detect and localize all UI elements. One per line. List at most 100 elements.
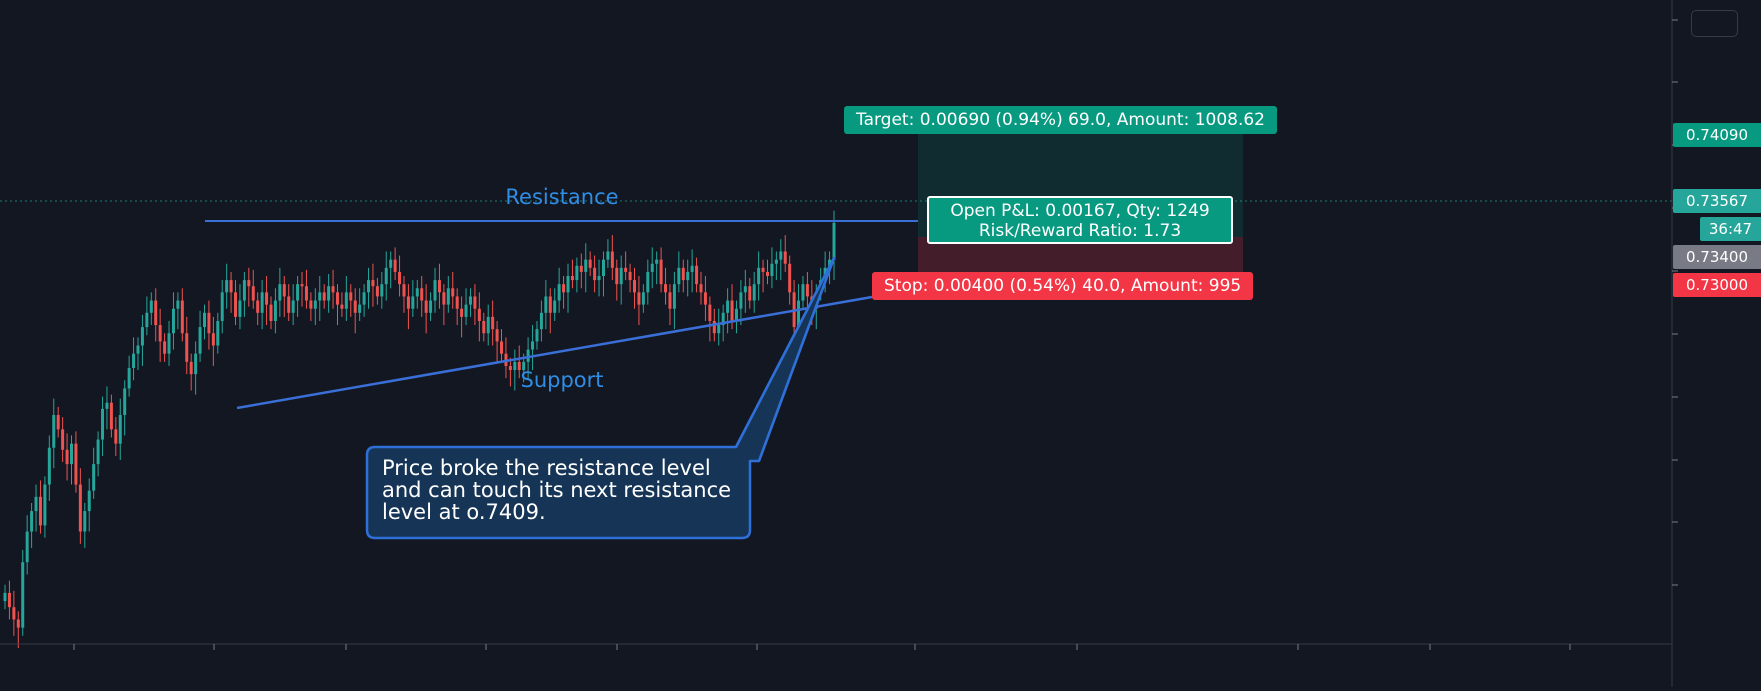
- candle-body: [16, 619, 20, 628]
- candle-body: [677, 267, 681, 285]
- candle-body: [522, 361, 526, 371]
- candle-body: [87, 490, 91, 512]
- bar-countdown-label: 36:47: [1700, 217, 1761, 241]
- entry-price-axis-label: 0.73400: [1673, 245, 1761, 269]
- target-label[interactable]: Target: 0.00690 (0.94%) 69.0, Amount: 10…: [844, 106, 1277, 134]
- candle-body: [597, 276, 601, 281]
- candle-body: [579, 265, 583, 272]
- candle-body: [570, 276, 574, 281]
- candle-body: [185, 333, 189, 362]
- candle-body: [278, 284, 282, 301]
- candle-body: [207, 312, 211, 334]
- candle-body: [358, 304, 362, 313]
- candle-body: [251, 286, 255, 301]
- candle-body: [61, 429, 65, 450]
- candle-body: [455, 296, 459, 309]
- candle-body: [109, 402, 113, 430]
- callout-bubble[interactable]: [365, 256, 836, 540]
- axis-settings-button[interactable]: [1691, 10, 1738, 37]
- candle-body: [282, 284, 286, 297]
- candle-body: [442, 292, 446, 305]
- candle-body: [513, 361, 517, 371]
- candle-body: [367, 280, 371, 293]
- candle-body: [398, 271, 402, 285]
- candle-body: [797, 300, 801, 328]
- candle-body: [584, 259, 588, 272]
- candle-body: [189, 361, 193, 375]
- candle-body: [304, 286, 308, 301]
- candle-body: [30, 511, 34, 532]
- candle-body: [211, 333, 215, 346]
- candle-body: [544, 296, 548, 313]
- candle-body: [774, 259, 778, 264]
- candle-body: [637, 292, 641, 305]
- candle-body: [557, 284, 561, 301]
- candle-body: [615, 267, 619, 285]
- candle-body: [349, 292, 353, 301]
- candle-body: [56, 415, 60, 430]
- candle-body: [78, 484, 82, 532]
- candle-body: [548, 296, 552, 313]
- candle-body: [717, 325, 721, 334]
- pnl-box[interactable]: Open P&L: 0.00167, Qty: 1249 Risk/Reward…: [927, 196, 1233, 244]
- candle-body: [74, 443, 78, 485]
- candle-body: [238, 300, 242, 317]
- support-line[interactable]: [236, 295, 873, 410]
- candle-body: [668, 292, 672, 309]
- candle-body: [296, 284, 300, 301]
- candle-body: [269, 304, 273, 321]
- candle-body: [695, 265, 699, 285]
- pnl-label: Open P&L: 0.00167, Qty: 1249: [950, 201, 1210, 221]
- candle-body: [25, 531, 29, 563]
- candle-body: [256, 300, 260, 313]
- candle-body: [703, 292, 707, 305]
- callout-text: Price broke the resistance level and can…: [382, 457, 742, 523]
- candle-body: [619, 267, 623, 285]
- candle-body: [491, 316, 495, 330]
- candle-body: [65, 449, 69, 465]
- candle-body: [783, 251, 787, 264]
- resistance-label: Resistance: [505, 185, 618, 209]
- candle-body: [473, 296, 477, 309]
- candle-body: [362, 292, 366, 305]
- candle-body: [123, 388, 127, 416]
- candle-body: [766, 271, 770, 276]
- candle-body: [526, 349, 530, 362]
- candle-body: [198, 327, 202, 354]
- candle-body: [69, 443, 73, 465]
- candle-body: [624, 267, 628, 272]
- candle-body: [531, 341, 535, 350]
- candle-body: [371, 280, 375, 287]
- candle-body: [145, 312, 149, 328]
- candle-body: [477, 308, 481, 321]
- candle-body: [158, 325, 162, 342]
- candle-body: [180, 300, 184, 334]
- candle-body: [375, 286, 379, 297]
- candle-body: [149, 300, 153, 313]
- candle-body: [424, 300, 428, 313]
- rr-label: Risk/Reward Ratio: 1.73: [978, 221, 1182, 241]
- candle-body: [167, 333, 171, 354]
- candle-body: [681, 267, 685, 281]
- candle-body: [500, 341, 504, 354]
- support-label: Support: [520, 368, 603, 392]
- candle-body: [757, 267, 761, 285]
- target-price-axis-label: 0.74090: [1673, 123, 1761, 147]
- candle-body: [127, 368, 131, 389]
- candle-body: [628, 271, 632, 281]
- stop-label[interactable]: Stop: 0.00400 (0.54%) 40.0, Amount: 995: [872, 272, 1254, 300]
- candle-body: [659, 259, 663, 285]
- candle-body: [451, 288, 455, 297]
- candle-body: [699, 284, 703, 293]
- candle-body: [420, 288, 424, 301]
- candlestick-series[interactable]: [3, 210, 836, 649]
- candle-body: [593, 267, 597, 281]
- candle-body: [105, 402, 109, 409]
- candle-body: [384, 267, 388, 285]
- candle-body: [743, 286, 747, 293]
- axis-ticks: [73, 19, 1678, 650]
- candle-body: [566, 276, 570, 293]
- candle-body: [3, 592, 7, 602]
